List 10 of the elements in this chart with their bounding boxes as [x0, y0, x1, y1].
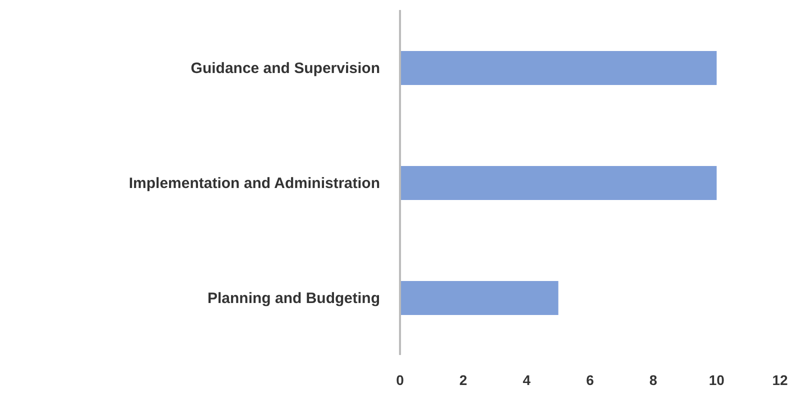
x-tick-label: 10: [708, 372, 725, 388]
y-tick-label: Implementation and Administration: [128, 174, 380, 192]
x-tick-label: 6: [586, 372, 594, 388]
x-tick-label: 4: [522, 372, 531, 388]
x-tick-label: 12: [772, 372, 788, 388]
x-tick-label: 0: [396, 372, 404, 388]
y-tick-label: Planning and Budgeting: [208, 290, 380, 307]
x-tick-label: 8: [649, 372, 658, 388]
x-tick-label: 2: [459, 372, 468, 388]
y-tick-label: Guidance and Supervision: [190, 60, 380, 77]
